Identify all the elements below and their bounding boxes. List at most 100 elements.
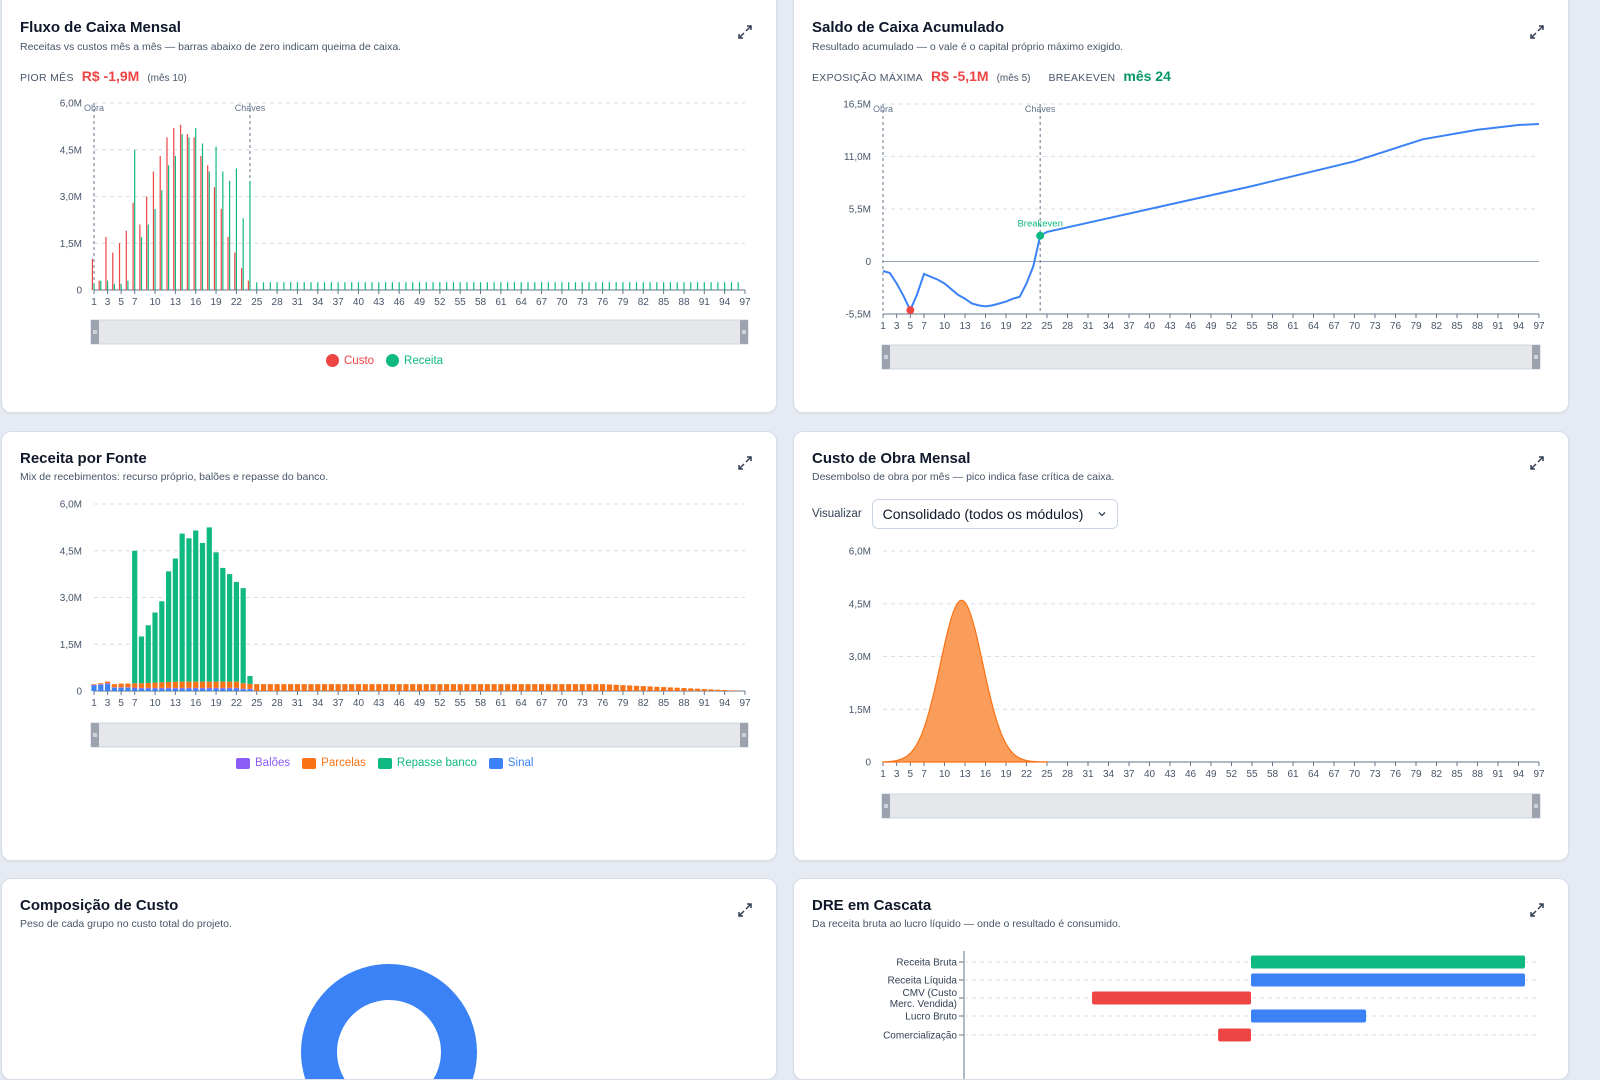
stack-segment <box>247 676 252 684</box>
x-tick-label: 10 <box>939 321 951 332</box>
legend-item-receita[interactable]: Receita <box>386 354 443 367</box>
receita-bar <box>283 282 284 290</box>
category-label: Receita Bruta <box>896 958 957 969</box>
stack-segment <box>390 684 395 691</box>
x-tick-label: 31 <box>292 698 304 709</box>
receita-bar <box>148 225 149 290</box>
saldo-line <box>883 124 1539 310</box>
legend-item-parcelas[interactable]: Parcelas <box>302 757 366 769</box>
stack-segment <box>180 689 185 691</box>
receita-bar <box>344 282 345 290</box>
y-tick-label: 4,5M <box>60 546 82 557</box>
donut-slice[interactable] <box>319 982 459 1079</box>
zoom-slider <box>91 320 748 344</box>
x-tick-label: 79 <box>1410 321 1422 332</box>
custo-bar <box>105 237 106 290</box>
slider-handle[interactable] <box>882 345 890 369</box>
receita-bar <box>222 172 223 290</box>
x-tick-label: 94 <box>1513 769 1525 780</box>
slider-handle[interactable] <box>740 320 748 344</box>
receita-bar <box>385 282 386 290</box>
receita-bar <box>493 282 494 290</box>
custo-bar <box>194 137 195 290</box>
stack-segment <box>410 684 415 691</box>
x-tick-label: 22 <box>1021 321 1033 332</box>
stack-segment <box>227 574 232 682</box>
x-tick-label: 85 <box>1451 769 1463 780</box>
stack-segment <box>186 538 191 681</box>
x-tick-label: 46 <box>1185 769 1197 780</box>
legend-item-repasse-banco[interactable]: Repasse banco <box>378 757 477 769</box>
stack-segment <box>119 687 124 688</box>
legend-item-custo[interactable]: Custo <box>326 354 374 367</box>
receita-bar <box>378 282 379 290</box>
x-tick-label: 46 <box>394 698 406 709</box>
zoom-slider <box>91 723 748 747</box>
slider-handle[interactable] <box>1532 794 1540 818</box>
x-tick-label: 64 <box>516 698 528 709</box>
stack-segment <box>647 686 652 691</box>
x-tick-label: 25 <box>1041 321 1053 332</box>
receita-bar <box>175 156 176 290</box>
receita-bar <box>182 134 183 290</box>
x-tick-label: 40 <box>353 698 365 709</box>
x-tick-label: 52 <box>1226 321 1238 332</box>
receita-bar <box>121 284 122 290</box>
zoom-slider <box>882 794 1540 818</box>
stack-segment <box>112 684 117 687</box>
slider-handle[interactable] <box>1532 345 1540 369</box>
receita-bar <box>93 284 94 290</box>
x-tick-label: 37 <box>1123 321 1135 332</box>
x-tick-label: 58 <box>475 698 487 709</box>
stack-segment <box>105 684 110 691</box>
stack-segment <box>207 689 212 691</box>
slider-handle[interactable] <box>740 723 748 747</box>
stack-segment <box>634 686 639 691</box>
custo-bar <box>248 281 249 290</box>
stack-segment <box>498 684 503 691</box>
stack-segment <box>186 682 191 688</box>
receita-bar <box>439 282 440 290</box>
stack-segment <box>132 688 137 689</box>
x-tick-label: 3 <box>105 297 111 308</box>
stack-segment <box>220 688 225 689</box>
stack-segment <box>152 689 157 691</box>
receita-bar <box>297 282 298 290</box>
stack-segment <box>444 684 449 691</box>
legend-item-sinal[interactable]: Sinal <box>489 757 534 769</box>
legend-item-baloes[interactable]: Balões <box>236 757 290 769</box>
slider-handle[interactable] <box>882 794 890 818</box>
card-receita-fonte: Receita por Fonte Mix de recebimentos: r… <box>1 431 777 861</box>
stack-segment <box>213 682 218 688</box>
slider-handle[interactable] <box>91 723 99 747</box>
receita-bar <box>107 281 108 290</box>
y-tick-label: 3,0M <box>60 593 82 604</box>
x-tick-label: 61 <box>1287 769 1299 780</box>
receita-bar <box>432 282 433 290</box>
x-tick-label: 94 <box>719 698 731 709</box>
x-tick-label: 70 <box>556 698 568 709</box>
stack-segment <box>193 530 198 681</box>
x-tick-label: 49 <box>1205 321 1217 332</box>
stack-segment <box>675 688 680 691</box>
stack-segment <box>288 684 293 691</box>
stack-segment <box>281 684 286 691</box>
card-composicao-custo: Composição de Custo Peso de cada grupo n… <box>1 878 777 1080</box>
stack-segment <box>586 684 591 691</box>
stack-segment <box>451 684 456 691</box>
x-tick-label: 55 <box>455 698 467 709</box>
x-tick-label: 76 <box>597 297 609 308</box>
stack-segment <box>322 684 327 691</box>
x-tick-label: 5 <box>118 698 124 709</box>
x-tick-label: 67 <box>1328 769 1340 780</box>
stack-segment <box>220 682 225 688</box>
legend-swatch <box>386 354 399 367</box>
stack-segment <box>173 559 178 682</box>
slider-handle[interactable] <box>91 320 99 344</box>
stack-segment <box>315 684 320 691</box>
receita-bar <box>161 190 162 290</box>
x-tick-label: 13 <box>170 698 182 709</box>
stack-segment <box>505 684 510 691</box>
